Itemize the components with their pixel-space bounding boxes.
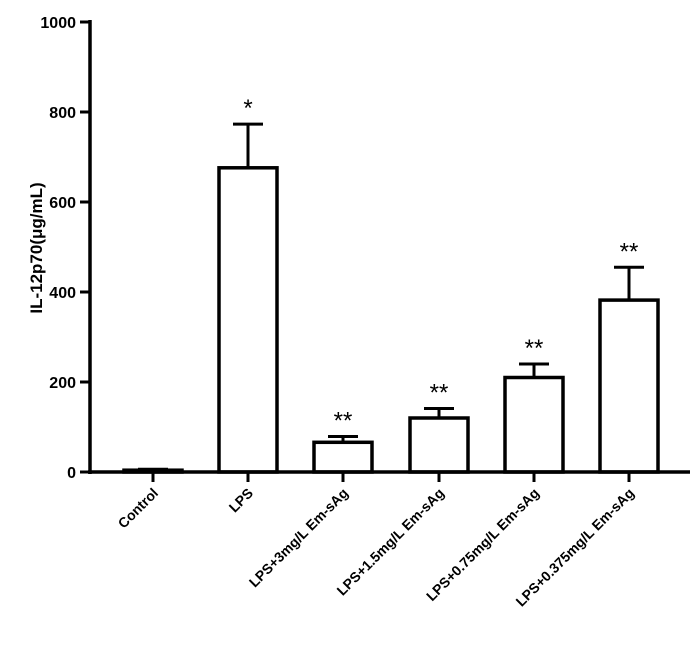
bar [217,166,279,474]
y-tick-label: 800 [49,105,76,122]
x-tick-label: LPS+1.5mg/L Em-sAg [333,485,447,599]
bar [408,416,470,474]
y-tick-label: 600 [49,195,76,212]
x-tick-label: Control [115,485,162,532]
significance-marker: ** [334,407,353,434]
bar [312,440,374,474]
y-tick-label: 200 [49,375,76,392]
significance-marker: ** [620,238,639,265]
y-tick-label: 400 [49,285,76,302]
bar [503,375,565,474]
bar [598,298,660,474]
significance-marker: ** [430,380,449,407]
significance-marker: * [243,95,252,122]
y-axis-label: IL-12p70(μg/mL) [27,182,46,313]
y-tick-label: 0 [67,465,76,482]
x-tick-label: LPS+3mg/L Em-sAg [246,485,351,590]
y-tick-label: 1000 [40,15,76,32]
x-tick-label: LPS [226,485,257,516]
significance-marker: ** [525,335,544,362]
